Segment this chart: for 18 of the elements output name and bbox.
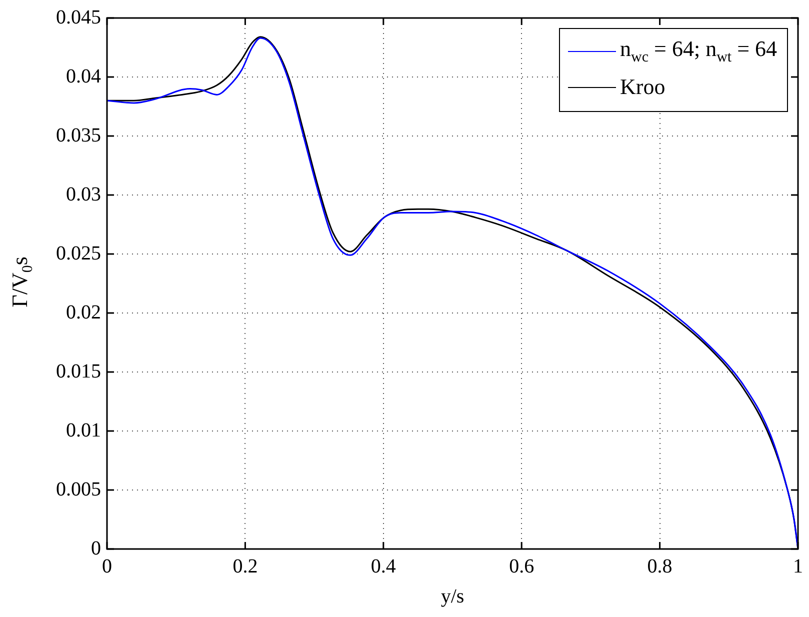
legend-label: Kroo	[620, 74, 666, 100]
y-tick-label: 0	[91, 537, 101, 560]
y-tick-label: 0.04	[66, 65, 101, 88]
y-tick-label: 0.02	[66, 301, 101, 324]
x-axis-title: y/s	[440, 585, 464, 608]
x-tick-label: 0.2	[232, 555, 258, 578]
y-tick-label: 0.025	[56, 242, 101, 264]
y-tick-label: 0.03	[66, 183, 101, 206]
legend-label: n$_{wc}$ = 64; n$_{wt}$ = 64	[620, 36, 777, 66]
y-tick-label: 0.005	[56, 478, 101, 500]
x-tick-label: 0.6	[509, 555, 534, 578]
y-tick-label: 0.035	[56, 124, 101, 146]
x-tick-label: 0.8	[647, 555, 672, 578]
y-tick-label: 0.01	[66, 419, 101, 442]
y-tick-label: 0.045	[56, 6, 101, 28]
x-tick-label: 1	[793, 555, 803, 578]
y-tick-label: 0.015	[56, 360, 101, 382]
x-tick-label: 0.4	[370, 555, 396, 578]
